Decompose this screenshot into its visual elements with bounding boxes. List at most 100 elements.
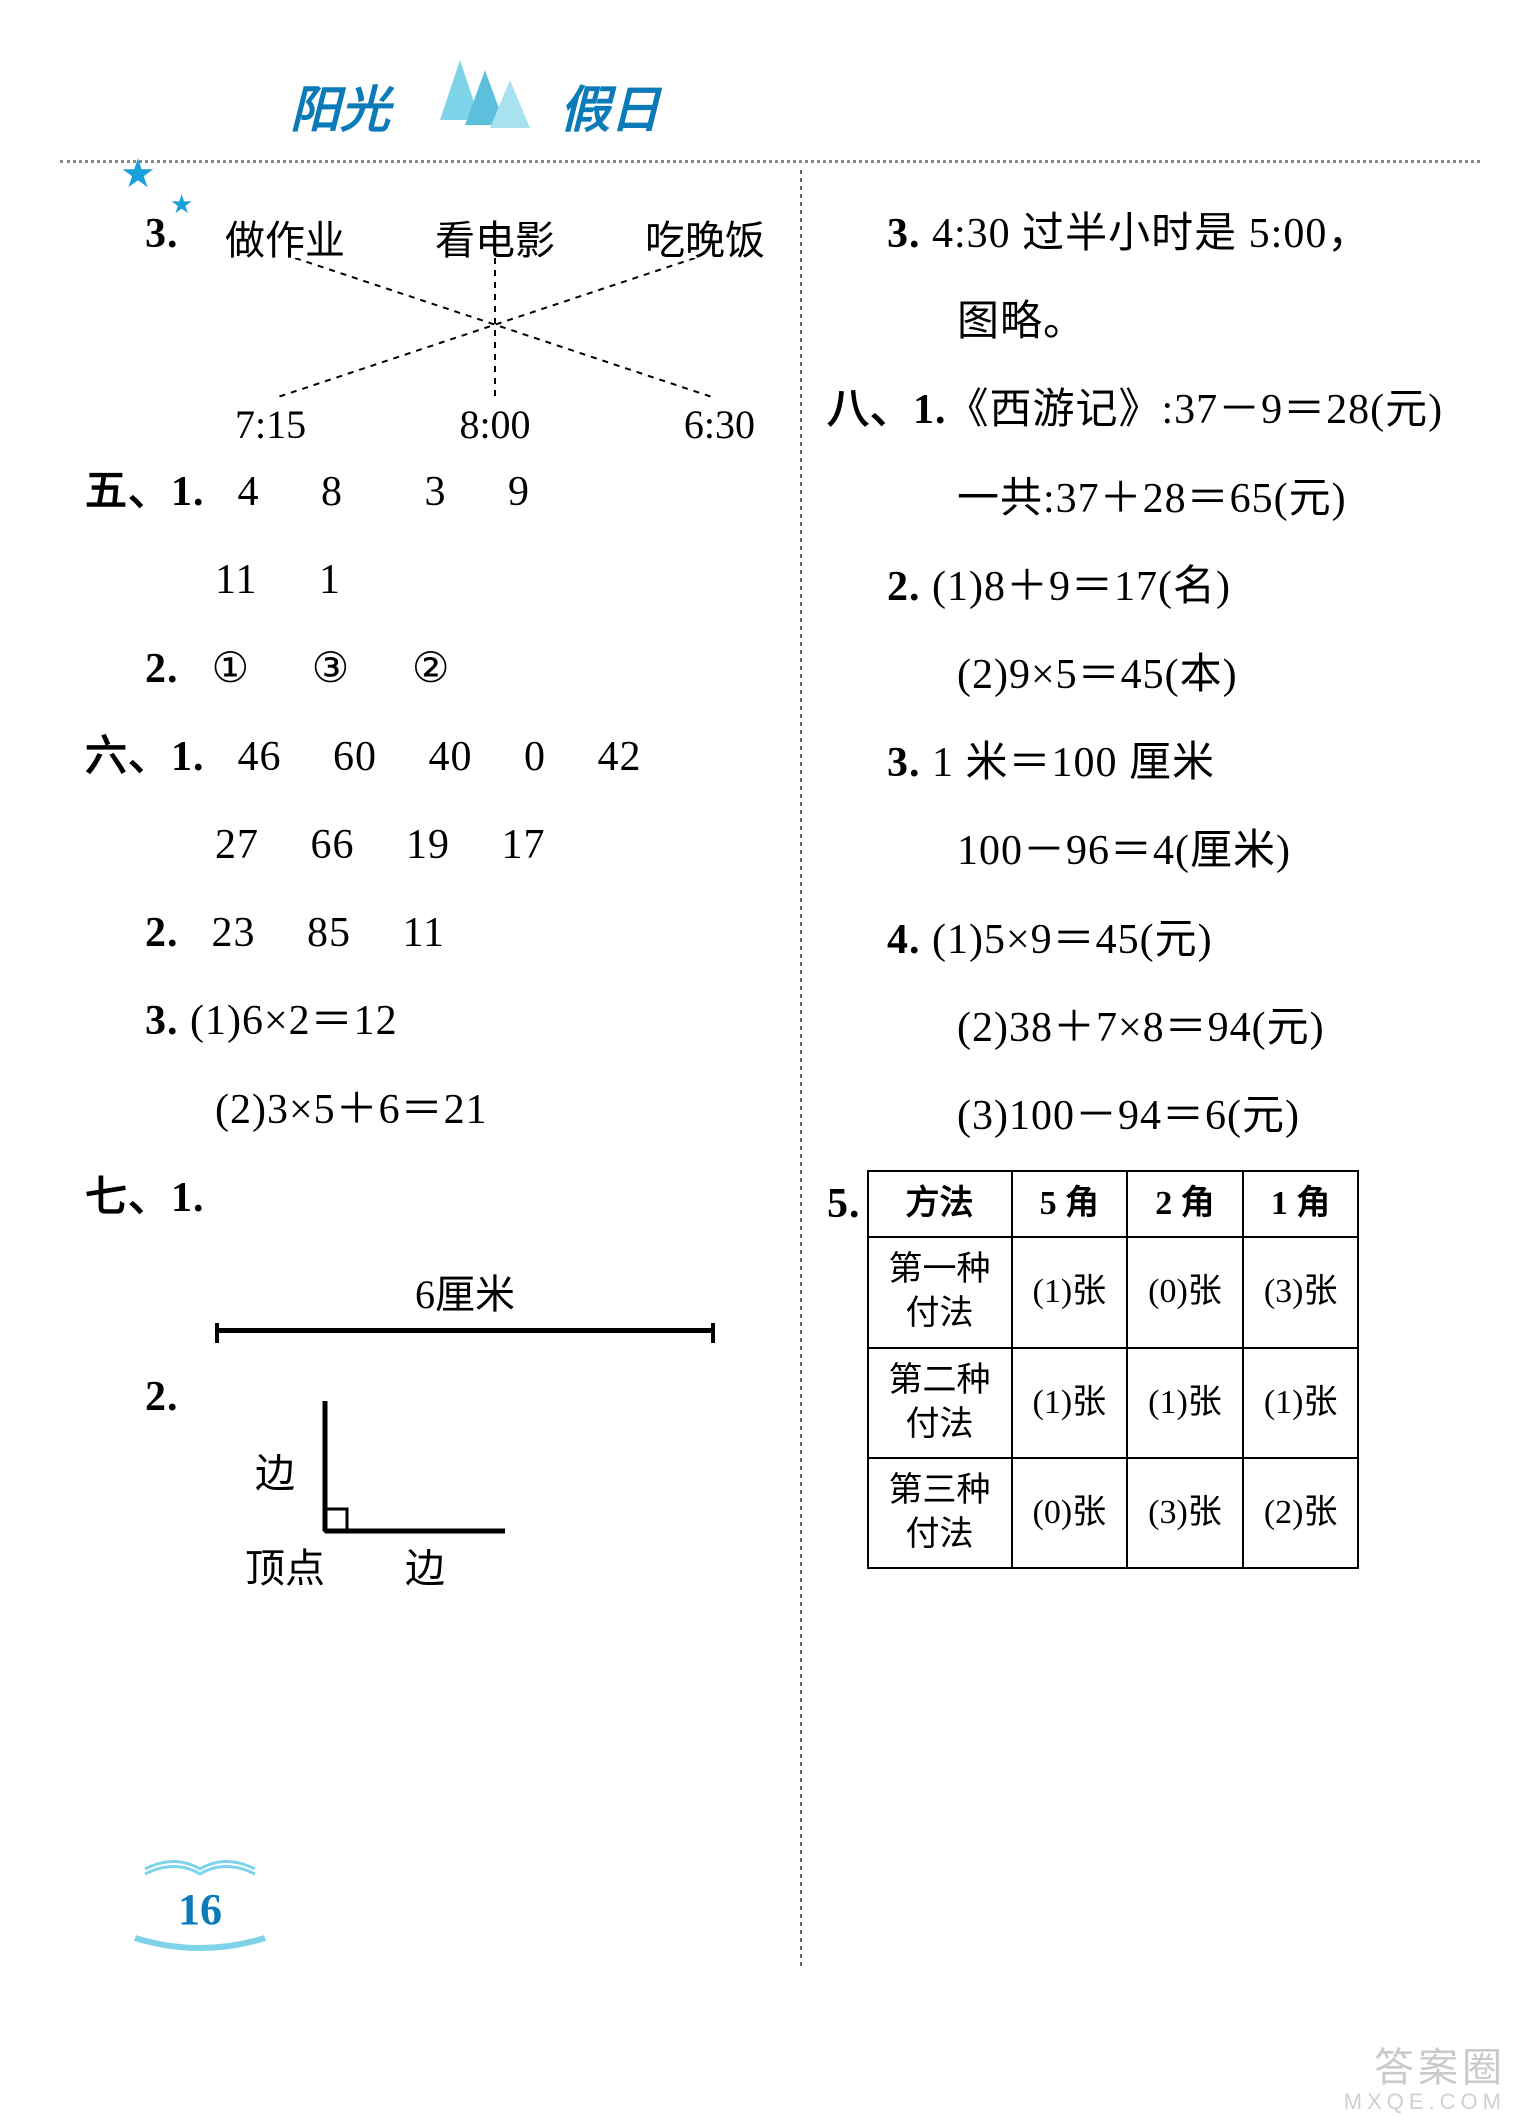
th: 1 角 xyxy=(1243,1171,1359,1237)
sec8-q5-row: 5. 方法 5 角 2 角 1 角 第一种付法 (1)张 (0)张 (3)张 xyxy=(827,1160,1451,1569)
sec7-label: 七、 xyxy=(85,1175,171,1221)
page-number-underline xyxy=(130,1933,270,1953)
sec6-label: 六、 xyxy=(85,734,171,780)
content-columns: 3. 做作业 看电影 吃晚饭 7:15 8:00 6:30 xyxy=(60,190,1476,1970)
table-row: 第一种付法 (1)张 (0)张 (3)张 xyxy=(868,1237,1359,1347)
ruler-line xyxy=(215,1328,715,1333)
td: (1)张 xyxy=(1012,1237,1128,1347)
sec6-q2: 2. 23 85 11 xyxy=(85,889,775,977)
sec5-q2: 2. ① ③ ② xyxy=(85,625,775,713)
td: 第一种付法 xyxy=(868,1237,1012,1347)
sec8-q3-label: 3. xyxy=(887,740,921,786)
star-icon: ★ xyxy=(170,190,193,220)
val: 42 xyxy=(598,734,642,780)
match-bot-item: 6:30 xyxy=(684,401,755,448)
td: (0)张 xyxy=(1127,1237,1243,1347)
sec8-q4-label: 4. xyxy=(887,917,921,963)
val: 11 xyxy=(403,910,445,956)
val: 1 米＝100 厘米 xyxy=(932,740,1215,786)
th: 5 角 xyxy=(1012,1171,1128,1237)
td: (1)张 xyxy=(1127,1348,1243,1458)
val: 17 xyxy=(502,822,546,868)
val: (2)38＋7×8＝94(元) xyxy=(957,1005,1325,1051)
td: (1)张 xyxy=(1243,1348,1359,1458)
sec7-q1: 七、1. xyxy=(85,1154,775,1242)
match-bot-item: 8:00 xyxy=(459,401,530,448)
page-header: ★ ★ 阳光 假日 xyxy=(60,60,1476,180)
book-icon xyxy=(140,1849,260,1879)
table-row: 第二种付法 (1)张 (1)张 (1)张 xyxy=(868,1348,1359,1458)
sec8-q4a: 4. (1)5×9＝45(元) xyxy=(827,896,1451,984)
td: (3)张 xyxy=(1127,1458,1243,1568)
td: 第三种付法 xyxy=(868,1458,1012,1568)
sec6-q1: 六、1. 46 60 40 0 42 xyxy=(85,713,775,801)
val: 85 xyxy=(307,910,351,956)
val: 23 xyxy=(212,910,256,956)
sec5-q2-label: 2. xyxy=(145,646,179,692)
val: (2)3×5＋6＝21 xyxy=(215,1087,488,1133)
val: (3)100－94＝6(元) xyxy=(957,1093,1300,1139)
val: 8 xyxy=(321,469,343,515)
td: (2)张 xyxy=(1243,1458,1359,1568)
page: ★ ★ 阳光 假日 3. 做作业 看电影 吃晚饭 xyxy=(0,0,1536,2123)
table-row: 第三种付法 (0)张 (3)张 (2)张 xyxy=(868,1458,1359,1568)
val: 40 xyxy=(429,734,473,780)
sec8-q3a: 3. 1 米＝100 厘米 xyxy=(827,719,1451,807)
sec8-q1b: 一共:37＋28＝65(元) xyxy=(827,455,1451,543)
sec5-q1-row2: 11 1 xyxy=(85,536,775,624)
val: (1)8＋9＝17(名) xyxy=(932,564,1231,610)
sec8-label: 八、 xyxy=(827,387,913,433)
val: 66 xyxy=(311,822,355,868)
val: ② xyxy=(412,646,451,692)
page-number-wrap: 16 xyxy=(130,1849,270,1953)
match-lines xyxy=(215,258,775,398)
sec8-q3b: 100－96＝4(厘米) xyxy=(827,807,1451,895)
sec8-q4c: (3)100－94＝6(元) xyxy=(827,1072,1451,1160)
val: 60 xyxy=(333,734,377,780)
sec8-q1a: 八、1.《西游记》:37－9＝28(元) xyxy=(827,366,1451,454)
ruler-diagram: 6厘米 xyxy=(215,1262,715,1333)
header-title-right: 假日 xyxy=(560,70,660,142)
right-column: 3. 4:30 过半小时是 5:00， 图略。 八、1.《西游记》:37－9＝2… xyxy=(802,190,1476,1970)
table-header-row: 方法 5 角 2 角 1 角 xyxy=(868,1171,1359,1237)
sec8-q2-label: 2. xyxy=(887,564,921,610)
angle-diagram: 边 顶点 边 xyxy=(245,1381,545,1581)
td: (1)张 xyxy=(1012,1348,1128,1458)
val: 27 xyxy=(215,822,259,868)
sec6-q1-row2: 27 66 19 17 xyxy=(85,801,775,889)
th: 方法 xyxy=(868,1171,1012,1237)
sec6-q2-label: 2. xyxy=(145,910,179,956)
td: (3)张 xyxy=(1243,1237,1359,1347)
sec6-q3a: 3. (1)6×2＝12 xyxy=(85,977,775,1065)
td: 第二种付法 xyxy=(868,1348,1012,1458)
val: 0 xyxy=(524,734,546,780)
trees-icon xyxy=(410,40,550,140)
angle-side-label: 边 xyxy=(255,1441,295,1499)
r-q3-label: 3. xyxy=(887,211,921,257)
val: 100－96＝4(厘米) xyxy=(957,828,1291,874)
match-bot-row: 7:15 8:00 6:30 xyxy=(215,401,775,448)
header-divider xyxy=(60,160,1480,163)
sec7-q1-label: 1. xyxy=(171,1175,205,1221)
r-q3b: 图略。 xyxy=(827,278,1451,366)
header-title-left: 阳光 xyxy=(290,70,390,142)
td: (0)张 xyxy=(1012,1458,1128,1568)
val: 《西游记》:37－9＝28(元) xyxy=(947,387,1444,433)
val: 4:30 过半小时是 5:00， xyxy=(932,211,1370,257)
th: 2 角 xyxy=(1127,1171,1243,1237)
sec6-q1-label: 1. xyxy=(171,734,205,780)
val: 一共:37＋28＝65(元) xyxy=(957,476,1347,522)
sec7-q2-label: 2. xyxy=(145,1374,179,1420)
sec8-q5-label: 5. xyxy=(827,1181,861,1227)
val: 图略。 xyxy=(957,299,1086,345)
angle-side-label2: 边 xyxy=(405,1536,445,1594)
val: 11 xyxy=(215,557,257,603)
page-number: 16 xyxy=(130,1884,270,1935)
val: ① xyxy=(212,646,251,692)
val: 19 xyxy=(406,822,450,868)
r-q3a: 3. 4:30 过半小时是 5:00， xyxy=(827,190,1451,278)
watermark-sub: MXQE.COM xyxy=(1344,2089,1506,2115)
val: (2)9×5＝45(本) xyxy=(957,652,1238,698)
matching-diagram: 做作业 看电影 吃晚饭 7:15 8:00 6:30 xyxy=(215,208,775,448)
sec6-q3-label: 3. xyxy=(145,998,179,1044)
